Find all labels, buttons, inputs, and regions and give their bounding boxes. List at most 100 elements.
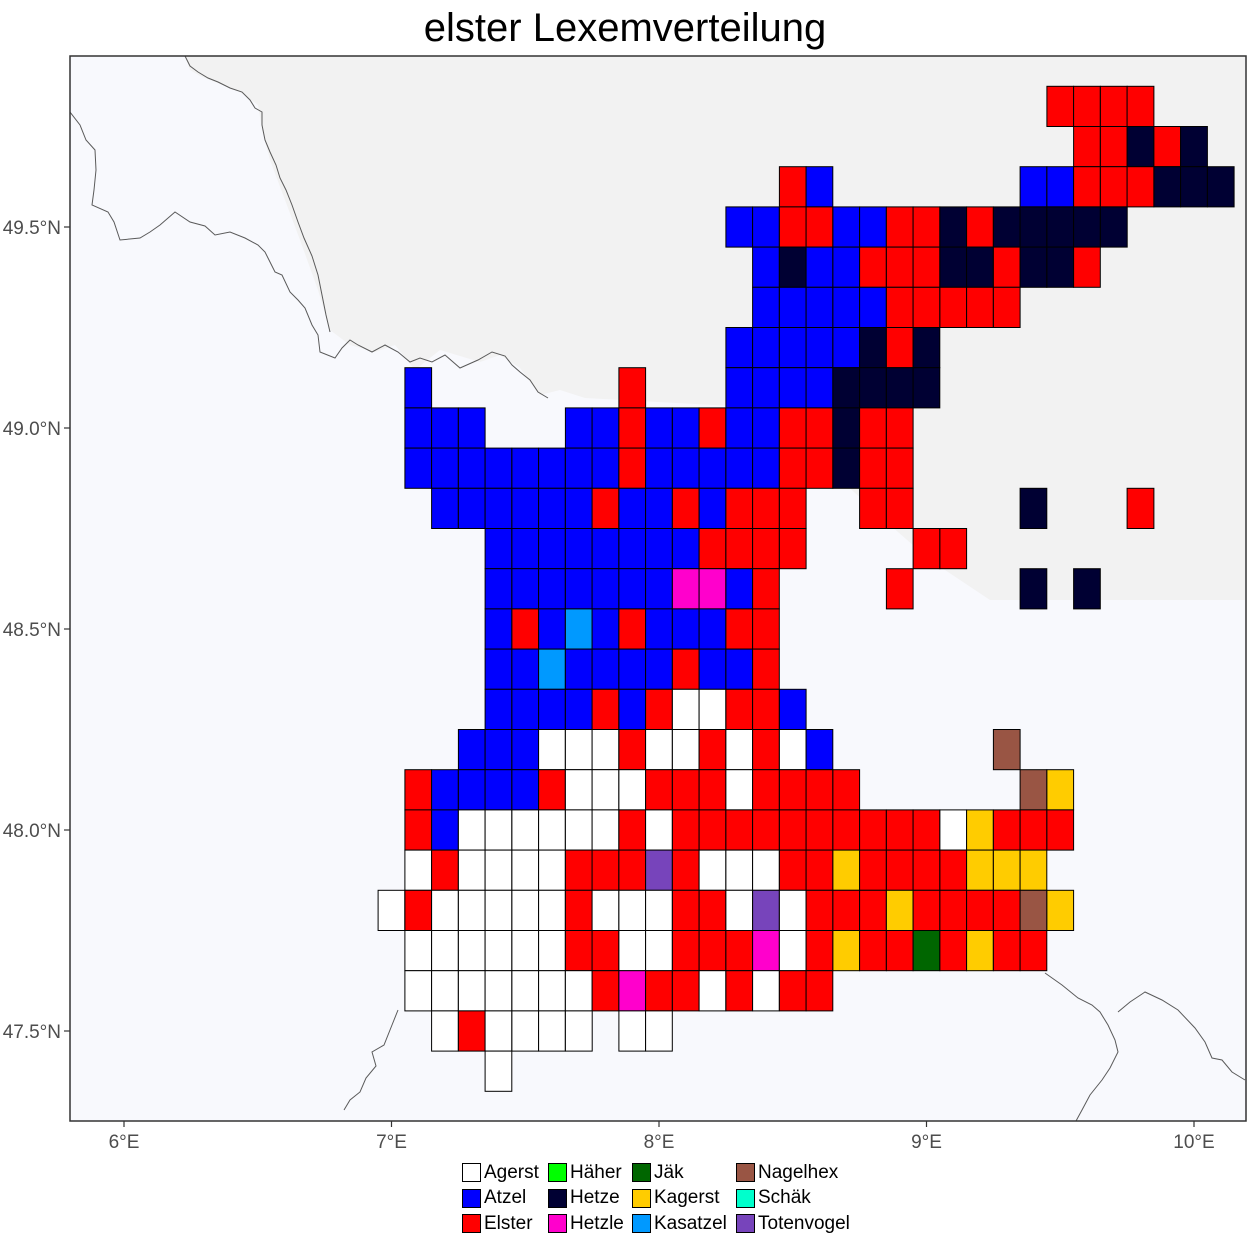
- grid-cell: [591, 849, 620, 891]
- grid-cell: [484, 688, 513, 730]
- grid-cell: [725, 327, 754, 369]
- grid-cell: [1073, 568, 1101, 610]
- grid-cell: [1073, 166, 1101, 208]
- grid-cell: [778, 528, 807, 570]
- legend-swatch: [462, 1214, 481, 1234]
- grid-cell: [752, 729, 780, 771]
- grid-cell: [564, 769, 593, 811]
- grid-cell: [912, 849, 941, 891]
- grid-cell: [778, 246, 807, 288]
- grid-cell: [885, 487, 914, 529]
- grid-cell: [564, 889, 593, 931]
- grid-cell: [618, 608, 647, 650]
- grid-cell: [511, 568, 540, 610]
- grid-cell: [1073, 126, 1101, 168]
- grid-cell: [1046, 809, 1075, 851]
- grid-cell: [778, 809, 807, 851]
- grid-cell: [511, 970, 540, 1012]
- y-tick-label: 48.5°N: [3, 620, 61, 641]
- grid-cell: [538, 487, 566, 529]
- legend-swatch: [462, 1188, 481, 1208]
- grid-cell: [1126, 487, 1155, 529]
- grid-cell: [1019, 246, 1048, 288]
- legend-label: Elster: [484, 1212, 533, 1234]
- grid-cell: [618, 769, 647, 811]
- grid-cell: [671, 688, 700, 730]
- grid-cell: [885, 407, 914, 449]
- grid-cell: [992, 930, 1021, 972]
- grid-cell: [511, 889, 540, 931]
- grid-cell: [725, 688, 754, 730]
- grid-cell: [591, 648, 620, 690]
- grid-cell: [885, 206, 914, 248]
- legend-swatch: [736, 1163, 755, 1183]
- grid-cell: [912, 327, 941, 369]
- grid-cell: [457, 889, 486, 931]
- grid-cell: [645, 648, 673, 690]
- grid-cell: [484, 809, 513, 851]
- grid-cell: [698, 809, 727, 851]
- grid-cell: [1019, 206, 1048, 248]
- grid-cell: [645, 809, 673, 851]
- grid-cell: [725, 487, 754, 529]
- grid-cell: [591, 528, 620, 570]
- legend-label: Hetze: [570, 1187, 620, 1209]
- grid-cell: [457, 487, 486, 529]
- legend-item: Totenvogel: [736, 1213, 856, 1235]
- grid-cell: [725, 648, 754, 690]
- grid-cell: [939, 849, 968, 891]
- grid-cell: [1019, 769, 1048, 811]
- grid-cell: [752, 447, 780, 489]
- grid-cell: [671, 889, 700, 931]
- grid-cell: [698, 889, 727, 931]
- grid-cell: [618, 889, 647, 931]
- grid-cell: [805, 970, 834, 1012]
- grid-cell: [698, 568, 727, 610]
- grid-cell: [618, 648, 647, 690]
- grid-cell: [618, 528, 647, 570]
- grid-cell: [564, 487, 593, 529]
- grid-cell: [966, 809, 994, 851]
- grid-cell: [484, 568, 513, 610]
- grid-cell: [992, 849, 1021, 891]
- grid-cell: [752, 970, 780, 1012]
- grid-cell: [538, 528, 566, 570]
- legend-label: Schäk: [758, 1187, 811, 1209]
- x-tick-label: 9°E: [911, 1132, 942, 1153]
- grid-cell: [618, 487, 647, 529]
- grid-cell: [511, 729, 540, 771]
- grid-cell: [1019, 889, 1048, 931]
- grid-cell: [484, 849, 513, 891]
- grid-cell: [538, 930, 566, 972]
- border-west: [70, 111, 549, 399]
- legend-swatch: [548, 1214, 567, 1234]
- grid-cell: [698, 970, 727, 1012]
- legend-item: Häher: [548, 1162, 632, 1184]
- legend-label: Totenvogel: [758, 1212, 850, 1234]
- grid-cell: [538, 769, 566, 811]
- legend-label: Kasatzel: [654, 1212, 727, 1234]
- grid-cell: [725, 608, 754, 650]
- legend-swatch: [632, 1163, 651, 1183]
- grid-cell: [752, 407, 780, 449]
- grid-cell: [591, 447, 620, 489]
- grid-cell: [618, 568, 647, 610]
- grid-cell: [671, 648, 700, 690]
- grid-cell: [457, 970, 486, 1012]
- grid-cell: [752, 849, 780, 891]
- grid-cell: [752, 568, 780, 610]
- grid-cell: [1153, 166, 1182, 208]
- grid-cell: [457, 407, 486, 449]
- grid-cell: [1046, 206, 1075, 248]
- x-tick-label: 8°E: [644, 1132, 675, 1153]
- legend-swatch: [548, 1188, 567, 1208]
- legend-item: Agerst: [462, 1162, 548, 1184]
- grid-cell: [431, 1010, 459, 1052]
- grid-cell: [912, 206, 941, 248]
- grid-cell: [966, 206, 994, 248]
- grid-cell: [404, 447, 433, 489]
- grid-cell: [859, 367, 887, 409]
- grid-cell: [912, 246, 941, 288]
- grid-cell: [404, 889, 433, 931]
